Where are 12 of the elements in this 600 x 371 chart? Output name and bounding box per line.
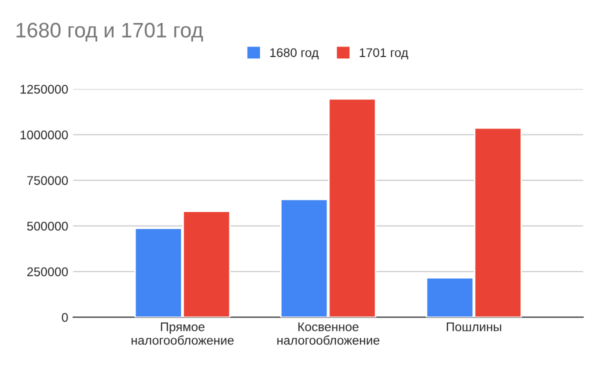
chart-title: 1680 год и 1701 год <box>16 22 203 42</box>
x-tick-label: Косвенное налогообложение <box>277 322 380 345</box>
y-tick-label: 250000 <box>27 267 68 276</box>
x-tick-label: Прямое налогообложение <box>132 322 234 345</box>
x-tick-label: Пошлины <box>446 322 502 332</box>
legend-label: 1680 год <box>270 48 319 60</box>
legend-label: 1701 год <box>360 48 408 60</box>
y-tick-label: 1250000 <box>20 84 68 94</box>
y-tick-label: 1000000 <box>20 130 68 140</box>
y-tick-label: 750000 <box>27 176 68 185</box>
y-tick-label: 0 <box>62 313 68 322</box>
y-tick-label: 500000 <box>27 222 68 231</box>
